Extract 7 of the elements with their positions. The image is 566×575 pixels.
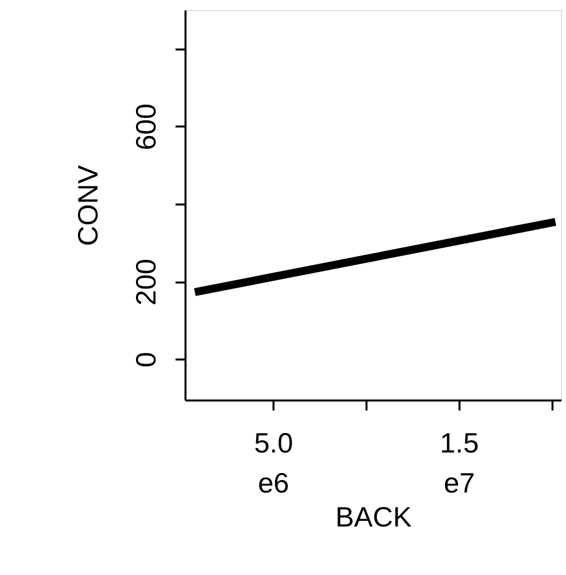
y-tick-label: 0 bbox=[130, 352, 162, 368]
y-tick-label: 600 bbox=[130, 104, 162, 150]
y-tick-label: 200 bbox=[130, 258, 162, 306]
x-tick-label: 5.0e6 bbox=[254, 428, 294, 498]
x-axis-title: BACK bbox=[335, 502, 412, 532]
x-tick-label: 1.5e7 bbox=[440, 428, 479, 498]
y-axis-title: CONV bbox=[72, 164, 104, 246]
